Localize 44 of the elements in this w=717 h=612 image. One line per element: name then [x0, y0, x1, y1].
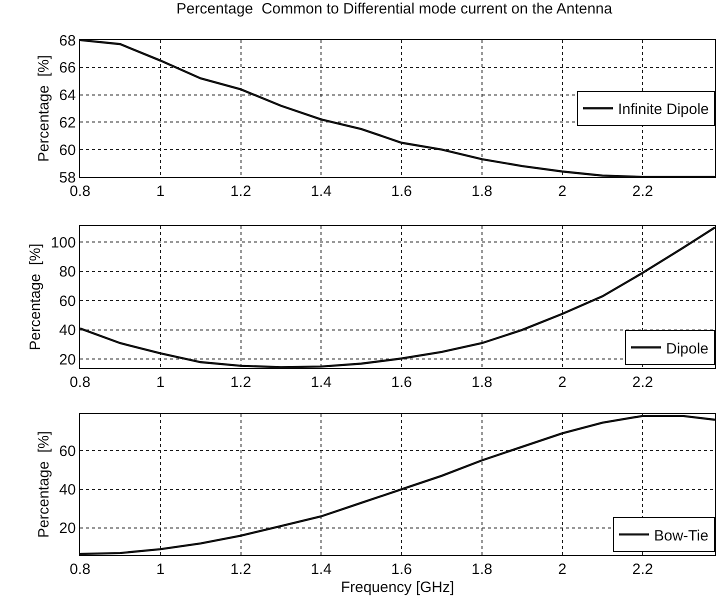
x-tick-label: 2.2 [632, 374, 654, 392]
x-tick-label: 1.2 [230, 183, 252, 200]
legend-label: Infinite Dipole [618, 101, 709, 118]
y-tick-label: 66 [59, 60, 76, 77]
x-tick-label: 2.2 [632, 561, 654, 578]
x-tick-label: 1.4 [310, 183, 332, 200]
x-axis-title: Frequency [GHz] [340, 579, 454, 596]
x-tick-label: 1 [156, 183, 165, 200]
y-tick-label: 62 [59, 114, 76, 132]
x-tick-label: 1 [156, 561, 165, 578]
x-tick-label: 0.8 [70, 561, 90, 578]
x-tick-label: 1.2 [230, 374, 252, 392]
x-tick-label: 1.8 [471, 561, 492, 578]
x-tick-label: 1.2 [230, 561, 252, 578]
y-axis-title: Percentage [%] [27, 244, 44, 350]
x-tick-label: 2 [558, 183, 566, 200]
y-axis-title: Percentage [%] [35, 55, 52, 162]
x-tick-label: 2 [558, 561, 566, 578]
x-tick-label: 1.6 [391, 374, 412, 392]
x-tick-label: 1.8 [471, 183, 492, 200]
y-tick-label: 80 [59, 264, 76, 281]
x-tick-label: 1.4 [310, 561, 332, 578]
x-tick-label: 1 [156, 374, 165, 392]
y-tick-label: 68 [59, 32, 76, 50]
chart-title: Percentage Common to Differential mode current on the Antenna [176, 0, 613, 18]
x-tick-label: 1.6 [391, 183, 412, 200]
x-tick-label: 1.8 [471, 374, 492, 392]
x-tick-label: 1.6 [391, 561, 412, 578]
y-axis-title: Percentage [%] [35, 431, 52, 538]
y-tick-label: 20 [59, 520, 76, 538]
x-tick-label: 2 [558, 374, 566, 392]
y-tick-label: 60 [59, 442, 76, 460]
x-tick-label: 2.2 [632, 183, 654, 200]
y-tick-label: 60 [59, 292, 76, 310]
y-tick-label: 60 [59, 142, 76, 159]
x-tick-label: 0.8 [70, 374, 90, 392]
y-tick-label: 40 [59, 482, 76, 499]
y-tick-label: 100 [50, 234, 76, 252]
x-tick-label: 1.4 [310, 374, 332, 392]
y-tick-label: 40 [59, 322, 76, 340]
y-tick-label: 20 [59, 351, 76, 368]
legend-label: Dipole [666, 340, 709, 358]
y-tick-label: 64 [59, 87, 76, 104]
legend-label: Bow-Tie [654, 527, 708, 544]
